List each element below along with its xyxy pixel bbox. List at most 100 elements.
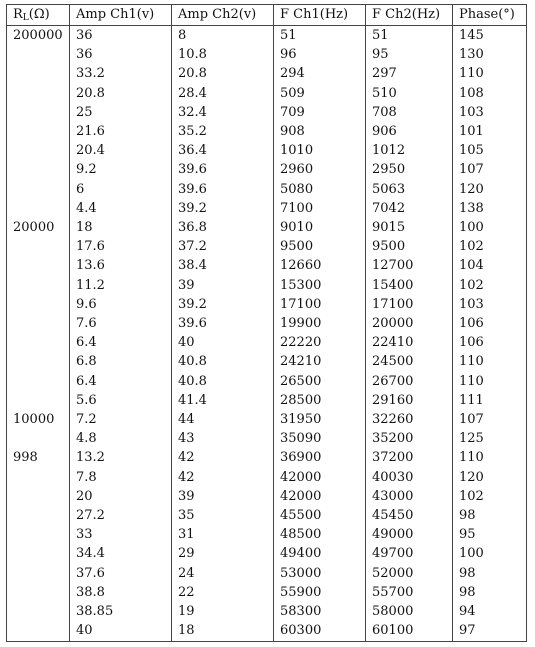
cell-amp-ch1: 33 <box>69 525 172 545</box>
cell-freq-ch2: 49700 <box>365 544 453 564</box>
header-amp-ch2: Amp Ch2(v) <box>171 4 274 26</box>
cell-freq-ch2: 15400 <box>365 275 453 295</box>
cell-phase: 130 <box>452 45 527 65</box>
cell-load-resistance <box>6 486 70 507</box>
cell-phase: 94 <box>452 602 527 622</box>
table-row: 21.6 35.2 908 906 101 <box>6 122 527 142</box>
cell-freq-ch2: 51 <box>365 25 453 46</box>
cell-phase: 104 <box>452 256 527 276</box>
cell-phase: 110 <box>452 448 527 468</box>
table-row: 7.8 42 42000 40030 120 <box>6 467 527 487</box>
cell-freq-ch1: 58300 <box>273 602 366 622</box>
cell-freq-ch1: 9500 <box>273 237 366 257</box>
cell-load-resistance <box>6 64 70 84</box>
cell-load-resistance <box>6 294 70 315</box>
cell-freq-ch2: 26700 <box>365 371 453 391</box>
cell-freq-ch1: 49400 <box>273 544 366 564</box>
table-row: 27.2 35 45500 45450 98 <box>6 506 527 526</box>
cell-amp-ch2: 40.8 <box>171 371 274 391</box>
cell-phase: 103 <box>452 294 527 315</box>
cell-freq-ch1: 51 <box>273 25 366 46</box>
cell-phase: 106 <box>452 333 527 353</box>
cell-amp-ch1: 7.2 <box>69 410 172 430</box>
cell-amp-ch1: 38.8 <box>69 582 172 603</box>
cell-amp-ch1: 17.6 <box>69 237 172 257</box>
table-row: 4.8 43 35090 35200 125 <box>6 429 527 449</box>
cell-amp-ch1: 9.6 <box>69 294 172 315</box>
cell-amp-ch1: 4.4 <box>69 198 172 219</box>
cell-phase: 105 <box>452 141 527 161</box>
cell-phase: 111 <box>452 390 527 411</box>
cell-amp-ch2: 22 <box>171 582 274 603</box>
cell-amp-ch2: 39.6 <box>171 314 274 334</box>
cell-amp-ch2: 39 <box>171 275 274 295</box>
cell-load-resistance: 20000 <box>6 218 70 238</box>
cell-load-resistance <box>6 160 70 180</box>
cell-phase: 107 <box>452 410 527 430</box>
cell-amp-ch2: 37.2 <box>171 237 274 257</box>
data-table-container: RL(Ω) Amp Ch1(v) Amp Ch2(v) F Ch1(Hz) F … <box>6 4 527 642</box>
table-row: 200000 36 8 51 51 145 <box>6 25 527 46</box>
cell-load-resistance <box>6 544 70 564</box>
table-row: 13.6 38.4 12660 12700 104 <box>6 256 527 276</box>
cell-freq-ch1: 9010 <box>273 218 366 238</box>
table-row: 9.2 39.6 2960 2950 107 <box>6 160 527 180</box>
cell-amp-ch1: 4.8 <box>69 429 172 449</box>
cell-freq-ch1: 53000 <box>273 563 366 583</box>
cell-load-resistance: 10000 <box>6 410 70 430</box>
cell-freq-ch1: 42000 <box>273 467 366 487</box>
table-row: 25 32.4 709 708 103 <box>6 102 527 123</box>
cell-phase: 125 <box>452 429 527 449</box>
cell-load-resistance: 200000 <box>6 25 70 46</box>
cell-amp-ch1: 40 <box>69 621 172 642</box>
cell-phase: 110 <box>452 64 527 84</box>
cell-amp-ch1: 6.4 <box>69 333 172 353</box>
cell-amp-ch1: 20.4 <box>69 141 172 161</box>
cell-freq-ch1: 48500 <box>273 525 366 545</box>
cell-freq-ch1: 1010 <box>273 141 366 161</box>
cell-amp-ch1: 7.8 <box>69 467 172 487</box>
cell-load-resistance <box>6 102 70 123</box>
cell-freq-ch2: 20000 <box>365 314 453 334</box>
cell-load-resistance <box>6 352 70 372</box>
table-row: 6.8 40.8 24210 24500 110 <box>6 352 527 372</box>
table-row: 6.4 40 22220 22410 106 <box>6 333 527 353</box>
cell-freq-ch2: 2950 <box>365 160 453 180</box>
cell-amp-ch2: 8 <box>171 25 274 46</box>
cell-freq-ch2: 43000 <box>365 486 453 507</box>
cell-freq-ch1: 22220 <box>273 333 366 353</box>
cell-freq-ch1: 55900 <box>273 582 366 603</box>
cell-load-resistance <box>6 333 70 353</box>
cell-load-resistance <box>6 563 70 583</box>
cell-freq-ch2: 95 <box>365 45 453 65</box>
cell-amp-ch1: 37.6 <box>69 563 172 583</box>
cell-amp-ch1: 36 <box>69 25 172 46</box>
cell-amp-ch1: 27.2 <box>69 506 172 526</box>
cell-amp-ch2: 39 <box>171 486 274 507</box>
cell-phase: 101 <box>452 122 527 142</box>
cell-load-resistance <box>6 390 70 411</box>
cell-freq-ch1: 17100 <box>273 294 366 315</box>
cell-load-resistance <box>6 141 70 161</box>
cell-phase: 110 <box>452 371 527 391</box>
cell-amp-ch1: 5.6 <box>69 390 172 411</box>
table-row: 37.6 24 53000 52000 98 <box>6 563 527 583</box>
cell-phase: 145 <box>452 25 527 46</box>
cell-amp-ch1: 6 <box>69 179 172 199</box>
cell-load-resistance <box>6 314 70 334</box>
table-row: 34.4 29 49400 49700 100 <box>6 544 527 564</box>
cell-phase: 102 <box>452 237 527 257</box>
table-row: 38.85 19 58300 58000 94 <box>6 602 527 622</box>
cell-amp-ch2: 40 <box>171 333 274 353</box>
cell-amp-ch2: 18 <box>171 621 274 642</box>
table-row: 38.8 22 55900 55700 98 <box>6 582 527 603</box>
cell-freq-ch2: 9500 <box>365 237 453 257</box>
measurement-table: RL(Ω) Amp Ch1(v) Amp Ch2(v) F Ch1(Hz) F … <box>6 4 527 642</box>
cell-freq-ch2: 7042 <box>365 198 453 219</box>
cell-amp-ch1: 33.2 <box>69 64 172 84</box>
cell-load-resistance <box>6 621 70 642</box>
cell-load-resistance <box>6 467 70 487</box>
cell-amp-ch2: 41.4 <box>171 390 274 411</box>
cell-freq-ch2: 24500 <box>365 352 453 372</box>
cell-freq-ch1: 96 <box>273 45 366 65</box>
